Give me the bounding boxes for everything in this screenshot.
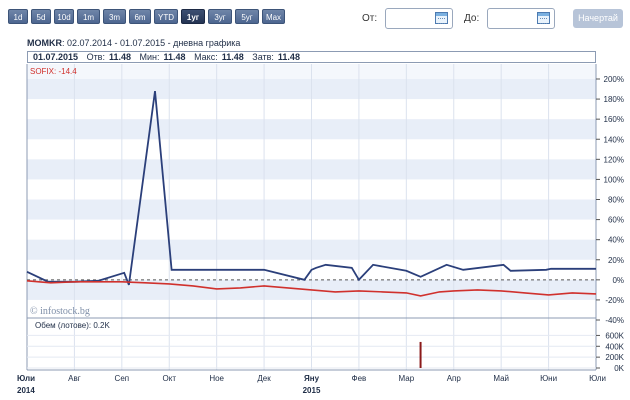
calendar-icon[interactable]	[435, 12, 448, 24]
x-tick-label: Дек	[257, 374, 271, 383]
open-label: Отв:	[86, 52, 105, 62]
x-year-label: 2015	[303, 386, 321, 395]
y-tick-label: 60%	[608, 216, 624, 225]
watermark-logo: © infostock.bg	[30, 306, 90, 317]
x-tick-label: Ное	[209, 374, 224, 383]
volume-tick-label: 0K	[614, 364, 624, 373]
range-button-1yr[interactable]: 1уг	[181, 9, 205, 24]
open-value: 11.48	[108, 52, 131, 62]
high-value: 11.48	[221, 52, 244, 62]
series-line-momkr	[26, 90, 596, 286]
volume-tick-label: 400K	[605, 342, 624, 351]
y-tick-label: 100%	[604, 175, 624, 184]
draw-button[interactable]: Начертай	[573, 9, 623, 28]
date-to-field[interactable]	[487, 8, 555, 29]
x-tick-label: Сеп	[115, 374, 130, 383]
range-button-1m[interactable]: 1m	[77, 9, 100, 24]
chart-title: MOMKR: 02.07.2014 - 01.07.2015 - дневна …	[27, 38, 240, 48]
y-tick-label: 20%	[608, 256, 624, 265]
range-button-10d[interactable]: 10d	[54, 9, 74, 24]
symbol-label: MOMKR	[27, 38, 62, 48]
x-tick-label: Фев	[352, 374, 367, 383]
range-button-3yr[interactable]: 3уг	[208, 9, 232, 24]
x-tick-label: Мар	[399, 374, 415, 383]
x-tick-label: Авг	[68, 374, 81, 383]
sofix-label: SOFIX: -14.4	[30, 67, 77, 76]
volume-tick-label: 600K	[605, 331, 624, 340]
date-from-field[interactable]	[385, 8, 453, 29]
x-tick-label: Яну	[304, 374, 320, 383]
low-label: Мин:	[139, 52, 160, 62]
stats-date: 01.07.2015	[33, 52, 79, 62]
range-button-ytd[interactable]: YTD	[154, 9, 178, 24]
range-button-6m[interactable]: 6m	[129, 9, 151, 24]
range-button-5yr[interactable]: 5уг	[235, 9, 259, 24]
x-tick-label: Апр	[447, 374, 462, 383]
period-label: : 02.07.2014 - 01.07.2015 - дневна графи…	[62, 38, 241, 48]
x-year-label: 2014	[17, 386, 35, 395]
y-tick-label: 120%	[604, 155, 624, 164]
y-tick-label: 200%	[604, 75, 624, 84]
y-tick-label: 0%	[612, 276, 624, 285]
y-tick-label: 160%	[604, 115, 624, 124]
low-value: 11.48	[163, 52, 186, 62]
volume-bar	[419, 341, 422, 368]
x-tick-label: Юли	[589, 374, 606, 383]
close-value: 11.48	[277, 52, 300, 62]
x-tick-label: Май	[493, 374, 509, 383]
y-tick-label: 180%	[604, 95, 624, 104]
y-tick-label: -20%	[605, 296, 624, 305]
date-to-label: До:	[464, 13, 480, 24]
range-button-5d[interactable]: 5d	[31, 9, 51, 24]
range-button-3m[interactable]: 3m	[103, 9, 126, 24]
volume-tick-label: 200K	[605, 353, 624, 362]
x-tick-label: Юли	[17, 374, 35, 383]
range-button-max[interactable]: Max	[262, 9, 285, 24]
date-from-label: От:	[362, 13, 378, 24]
y-tick-label: 140%	[604, 135, 624, 144]
calendar-icon[interactable]	[537, 12, 550, 24]
volume-label: Обем (лотове): 0.2K	[35, 321, 110, 330]
range-button-1d[interactable]: 1d	[8, 9, 28, 24]
stats-bar: 01.07.2015 Отв: 11.48 Мин: 11.48 Макс: 11.4…	[27, 51, 596, 63]
y-tick-label: 40%	[608, 236, 624, 245]
x-tick-label: Окт	[163, 374, 177, 383]
close-label: Затв:	[252, 52, 274, 62]
high-label: Макс:	[194, 52, 218, 62]
series-line-sofix	[26, 280, 597, 297]
y-tick-label: 80%	[608, 196, 624, 205]
x-tick-label: Юни	[540, 374, 557, 383]
y-tick-label: -40%	[605, 316, 624, 325]
